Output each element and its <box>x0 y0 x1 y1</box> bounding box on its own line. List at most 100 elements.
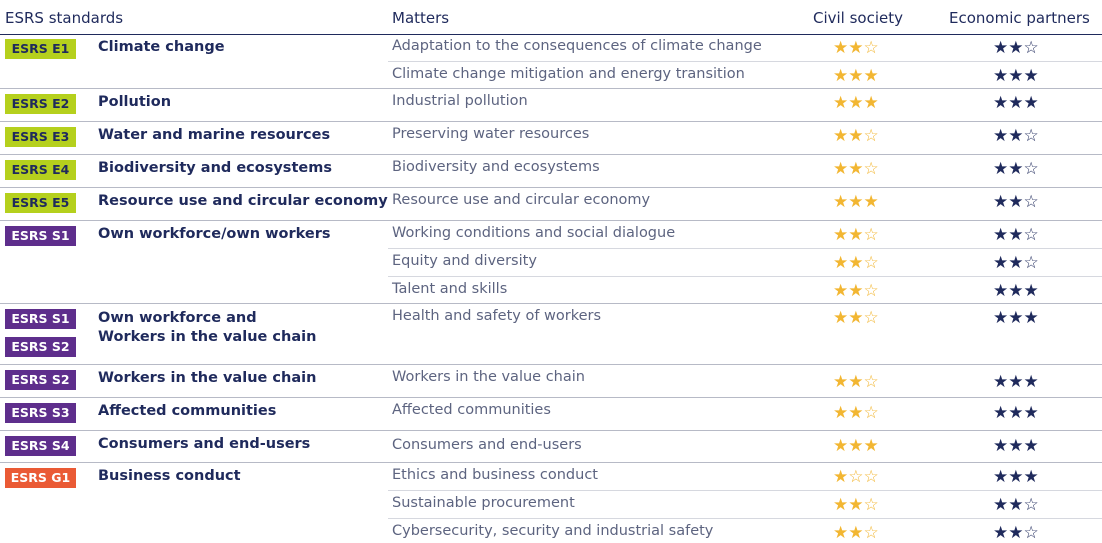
civil-society-rating: ★★☆ <box>833 308 879 328</box>
economic-partners-rating: ★★☆ <box>993 225 1039 245</box>
esrs-badge: ESRS S3 <box>5 403 76 423</box>
civil-society-rating: ★★☆ <box>833 159 879 179</box>
table-row-group: ESRS S4 Consumers and end-users Consumers … <box>0 431 1102 463</box>
matter-label: Affected communities <box>392 402 551 418</box>
row-divider <box>388 490 1102 491</box>
standard-topic: Own workforce and Workers in the value c… <box>98 310 317 345</box>
civil-society-rating: ★★☆ <box>833 372 879 392</box>
esrs-badge: ESRS S2 <box>5 370 76 390</box>
economic-partners-rating: ★★★ <box>993 66 1039 86</box>
matter-label: Industrial pollution <box>392 93 528 109</box>
matter-label: Climate change mitigation and energy tra… <box>392 66 745 82</box>
economic-partners-rating: ★★★ <box>993 436 1039 456</box>
row-divider <box>388 248 1102 249</box>
group-divider <box>0 220 1102 221</box>
group-divider <box>0 154 1102 155</box>
esrs-badge: ESRS E5 <box>5 193 76 213</box>
esrs-badge: ESRS G1 <box>5 468 76 488</box>
table-row-group: ESRS E1 Climate change Adaptation to the c… <box>0 34 1102 89</box>
header-standards: ESRS standards <box>5 9 124 27</box>
civil-society-rating: ★★☆ <box>833 522 879 543</box>
civil-society-rating: ★★★ <box>833 66 879 86</box>
header-civil-society: Civil society <box>813 9 904 27</box>
esrs-badge: ESRS E3 <box>5 127 76 147</box>
standard-topic: Biodiversity and ecosystems <box>98 160 332 176</box>
table-row-group: ESRS S1 ESRS S2 Own workforce and Workers … <box>0 304 1102 365</box>
economic-partners-rating: ★★☆ <box>993 253 1039 273</box>
esrs-badge: ESRS S1 <box>5 226 76 246</box>
civil-society-rating: ★★☆ <box>833 225 879 245</box>
civil-society-rating: ★☆☆ <box>833 467 879 487</box>
matter-label: Consumers and end-users <box>392 437 582 453</box>
standard-topic: Affected communities <box>98 403 277 419</box>
matter-label: Resource use and circular economy <box>392 192 651 208</box>
civil-society-rating: ★★★ <box>833 93 879 113</box>
header-matters: Matters <box>392 9 450 27</box>
matter-label: Adaptation to the consequences of climat… <box>392 38 762 54</box>
economic-partners-rating: ★★☆ <box>993 192 1039 212</box>
esrs-badge: ESRS E4 <box>5 160 76 180</box>
group-divider <box>0 430 1102 431</box>
civil-society-rating: ★★☆ <box>833 495 879 515</box>
group-divider <box>0 121 1102 122</box>
economic-partners-rating: ★★★ <box>993 93 1039 113</box>
esrs-badge: ESRS S4 <box>5 436 76 456</box>
esrs-badge: ESRS E2 <box>5 94 76 114</box>
matter-label: Preserving water resources <box>392 126 590 142</box>
economic-partners-rating: ★★☆ <box>993 522 1039 543</box>
matter-label: Ethics and business conduct <box>392 467 598 483</box>
table-row-group: ESRS E4 Biodiversity and ecosystems Biodiv… <box>0 155 1102 188</box>
table-row-group: ESRS S2 Workers in the value chain Workers… <box>0 365 1102 398</box>
table-header: ESRS standards Matters Civil society Eco… <box>0 0 1102 35</box>
matter-label: Sustainable procurement <box>392 495 575 511</box>
group-divider <box>0 364 1102 365</box>
standard-topic: Business conduct <box>98 468 241 484</box>
header-economic-partners: Economic partners <box>949 9 1090 27</box>
economic-partners-rating: ★★★ <box>993 280 1039 301</box>
esrs-badge: ESRS S1 <box>5 309 76 329</box>
economic-partners-rating: ★★★ <box>993 467 1039 487</box>
matter-label: Talent and skills <box>392 280 508 297</box>
economic-partners-rating: ★★☆ <box>993 38 1039 58</box>
table-row-group: ESRS E2 Pollution Industrial pollution ★★★ ★… <box>0 89 1102 122</box>
esrs-badge: ESRS S2 <box>5 337 76 357</box>
civil-society-rating: ★★★ <box>833 192 879 212</box>
civil-society-rating: ★★☆ <box>833 38 879 58</box>
table-row-group: ESRS E3 Water and marine resources Preserv… <box>0 122 1102 155</box>
civil-society-rating: ★★☆ <box>833 403 879 423</box>
esrs-badge: ESRS E1 <box>5 39 76 59</box>
row-divider <box>388 517 1102 519</box>
group-divider <box>0 303 1102 304</box>
standard-topic: Water and marine resources <box>98 127 331 143</box>
table-row-group: ESRS S1 Own workforce/own workers Working … <box>0 221 1102 304</box>
standard-topic: Workers in the value chain <box>98 370 317 386</box>
matter-label: Workers in the value chain <box>392 369 585 385</box>
civil-society-rating: ★★☆ <box>833 280 879 301</box>
row-divider <box>388 61 1102 62</box>
economic-partners-rating: ★★★ <box>993 308 1039 328</box>
economic-partners-rating: ★★☆ <box>993 126 1039 146</box>
matter-label: Working conditions and social dialogue <box>392 225 676 241</box>
table-row-group: ESRS E5 Resource use and circular economy… <box>0 188 1102 221</box>
group-divider <box>0 462 1102 463</box>
row-divider <box>388 275 1102 277</box>
economic-partners-rating: ★★☆ <box>993 495 1039 515</box>
standard-topic: Own workforce/own workers <box>98 226 331 242</box>
group-divider <box>0 187 1102 188</box>
table-row-group: ESRS G1 Business conduct Ethics and busine… <box>0 463 1102 543</box>
economic-partners-rating: ★★★ <box>993 403 1039 423</box>
matter-label: Equity and diversity <box>392 253 537 269</box>
matter-label: Cybersecurity, security and industrial s… <box>392 522 714 539</box>
civil-society-rating: ★★★ <box>833 436 879 456</box>
standard-topic: Resource use and circular economy <box>98 193 388 209</box>
economic-partners-rating: ★★★ <box>993 372 1039 392</box>
economic-partners-rating: ★★☆ <box>993 159 1039 179</box>
standard-topic: Climate change <box>98 39 225 55</box>
group-divider <box>0 88 1102 89</box>
table-row-group: ESRS S3 Affected communities Affected comm… <box>0 398 1102 431</box>
standard-topic: Pollution <box>98 94 172 110</box>
matter-label: Health and safety of workers <box>392 308 602 324</box>
civil-society-rating: ★★☆ <box>833 253 879 273</box>
civil-society-rating: ★★☆ <box>833 126 879 146</box>
